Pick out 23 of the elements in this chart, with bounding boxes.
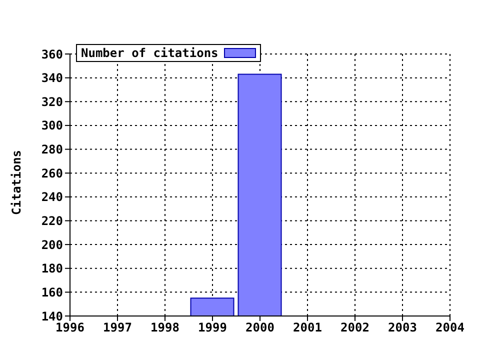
x-tick-label: 2001: [293, 320, 322, 335]
x-tick-label: 1999: [198, 320, 227, 335]
x-tick-label: 2003: [388, 320, 417, 335]
x-tick-label: 2000: [246, 320, 274, 335]
y-tick-label: 200: [41, 238, 63, 252]
x-tick-label: 1997: [103, 320, 132, 335]
y-axis-title: Citations: [9, 150, 24, 215]
y-tick-label: 260: [41, 166, 63, 180]
y-tick-label: 280: [41, 142, 63, 157]
y-tick-label: 340: [41, 71, 63, 86]
y-tick-label: 320: [41, 94, 63, 109]
y-tick-label: 220: [41, 214, 63, 228]
y-tick-label: 180: [41, 262, 63, 276]
y-tick-label: 140: [41, 309, 63, 324]
y-tick-label: 160: [41, 285, 63, 300]
y-tick-label: 240: [41, 190, 63, 204]
x-tick-label: 2002: [340, 320, 370, 335]
x-tick-label: 1998: [150, 320, 180, 335]
y-tick-label: 300: [41, 118, 63, 133]
y-tick-label: 360: [41, 47, 63, 62]
x-tick-label: 2004: [436, 320, 464, 335]
legend-label: Number of citations: [81, 46, 218, 60]
x-tick-label: 1996: [56, 320, 84, 335]
